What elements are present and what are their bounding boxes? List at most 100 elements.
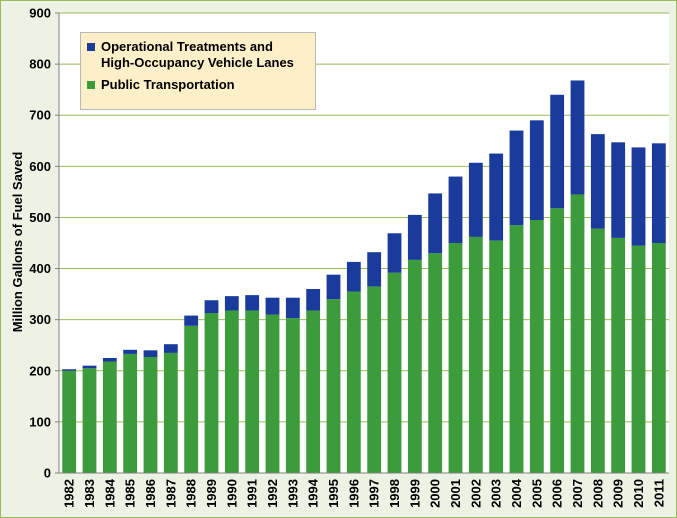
- bar-public-transportation-2007: [570, 194, 585, 473]
- x-tick-label: 2011: [651, 479, 666, 507]
- bar-public-transportation-1983: [82, 368, 97, 473]
- legend-swatch-public-transportation: [87, 81, 95, 89]
- bar-public-transportation-1994: [306, 310, 321, 473]
- x-tick-label: 1987: [163, 479, 178, 508]
- x-tick-label: 1997: [367, 479, 382, 508]
- y-tick-label: 900: [29, 6, 51, 21]
- bar-public-transportation-2002: [468, 236, 483, 473]
- bar-public-transportation-2000: [428, 253, 443, 473]
- x-tick-label: 1998: [387, 479, 402, 508]
- bar-public-transportation-1987: [163, 352, 178, 473]
- bar-public-transportation-2004: [509, 225, 524, 473]
- bar-public-transportation-2011: [651, 243, 666, 473]
- bar-public-transportation-2008: [590, 228, 605, 473]
- x-tick-label: 1990: [224, 479, 239, 508]
- bar-public-transportation-1997: [367, 286, 382, 473]
- bar-operational-treatments-1984: [102, 358, 117, 362]
- bar-operational-treatments-2001: [448, 176, 463, 243]
- bar-public-transportation-1986: [143, 356, 158, 473]
- bar-operational-treatments-1995: [326, 274, 341, 300]
- bar-public-transportation-1996: [346, 291, 361, 473]
- y-tick-label: 700: [29, 108, 51, 123]
- bar-public-transportation-2010: [631, 245, 646, 473]
- bar-operational-treatments-1992: [265, 297, 280, 315]
- x-tick-label: 2002: [468, 479, 483, 508]
- legend-item-operational: Operational Treatments and High-Occupanc…: [87, 39, 309, 71]
- x-tick-label: 1996: [346, 479, 361, 508]
- bar-operational-treatments-2008: [590, 134, 605, 229]
- x-tick-label: 2005: [529, 479, 544, 508]
- x-tick-label: 2003: [489, 479, 504, 508]
- x-tick-label: 2004: [509, 478, 524, 508]
- x-tick-label: 1989: [204, 479, 219, 508]
- bar-operational-treatments-1993: [285, 297, 300, 319]
- x-tick-label: 1986: [143, 479, 158, 508]
- legend-swatch-operational: [87, 43, 95, 51]
- x-tick-label: 1991: [245, 479, 260, 508]
- bar-operational-treatments-2005: [529, 120, 544, 220]
- y-tick-label: 600: [29, 159, 51, 174]
- bar-operational-treatments-1996: [346, 261, 361, 292]
- bar-public-transportation-1992: [265, 314, 280, 473]
- y-tick-label: 300: [29, 312, 51, 327]
- bar-operational-treatments-1991: [245, 295, 260, 311]
- bar-public-transportation-2006: [550, 208, 565, 474]
- bar-operational-treatments-1997: [367, 252, 382, 287]
- legend-label-operational: Operational Treatments and High-Occupanc…: [101, 39, 294, 71]
- bar-public-transportation-1995: [326, 299, 341, 473]
- x-tick-label: 1988: [184, 479, 199, 508]
- legend-label-public-transportation: Public Transportation: [101, 77, 235, 92]
- y-tick-label: 100: [29, 414, 51, 429]
- bar-public-transportation-2005: [529, 220, 544, 473]
- x-tick-label: 1993: [285, 479, 300, 508]
- y-tick-label: 0: [44, 466, 51, 481]
- axes: 0 100 200 300 400 500 600 700 800 900 1982 1983 1984…: [29, 6, 669, 508]
- bar-operational-treatments-2004: [509, 130, 524, 226]
- x-tick-label: 1983: [82, 479, 97, 508]
- bar-public-transportation-1989: [204, 313, 219, 473]
- bar-operational-treatments-1987: [163, 344, 178, 353]
- bar-operational-treatments-1986: [143, 350, 158, 357]
- bar-operational-treatments-2000: [428, 193, 443, 254]
- bar-operational-treatments-2010: [631, 147, 646, 246]
- bar-public-transportation-1993: [285, 318, 300, 473]
- bar-operational-treatments-1990: [224, 296, 239, 311]
- legend: Operational Treatments and High-Occupanc…: [80, 32, 316, 110]
- bars: [62, 80, 666, 474]
- x-tick-label: 1999: [407, 479, 422, 508]
- bar-operational-treatments-1994: [306, 289, 321, 311]
- x-tick-label: 2006: [550, 479, 565, 508]
- x-tick-label: 1985: [123, 479, 138, 508]
- bar-operational-treatments-1988: [184, 315, 199, 326]
- x-tick-label: 2009: [611, 479, 626, 508]
- bar-public-transportation-1988: [184, 325, 199, 473]
- bar-operational-treatments-2006: [550, 94, 565, 209]
- x-tick-label: 2010: [631, 479, 646, 508]
- bar-operational-treatments-2011: [651, 143, 666, 243]
- bar-operational-treatments-1982: [62, 369, 77, 371]
- bar-operational-treatments-1998: [387, 233, 402, 273]
- bar-public-transportation-1990: [224, 310, 239, 473]
- x-tick-label: 2001: [448, 479, 463, 508]
- y-tick-label: 800: [29, 57, 51, 72]
- bar-operational-treatments-1989: [204, 300, 219, 314]
- bar-public-transportation-1991: [245, 310, 260, 473]
- y-tick-label: 500: [29, 210, 51, 225]
- bar-operational-treatments-2009: [611, 142, 626, 238]
- bar-public-transportation-2003: [489, 240, 504, 473]
- y-axis-label: Million Gallons of Fuel Saved: [10, 152, 25, 333]
- bar-operational-treatments-1983: [82, 365, 97, 369]
- legend-label-operational-line2: High-Occupancy Vehicle Lanes: [101, 55, 294, 70]
- x-tick-label: 1994: [306, 478, 321, 508]
- x-tick-label: 2000: [428, 479, 443, 508]
- bar-operational-treatments-1999: [407, 214, 422, 260]
- x-tick-label: 1995: [326, 479, 341, 508]
- bar-public-transportation-1982: [62, 370, 77, 473]
- bar-public-transportation-1984: [102, 361, 117, 473]
- bar-operational-treatments-2003: [489, 153, 504, 241]
- bar-public-transportation-1985: [123, 353, 138, 473]
- bar-public-transportation-1999: [407, 259, 422, 473]
- legend-label-operational-line1: Operational Treatments and: [101, 39, 273, 54]
